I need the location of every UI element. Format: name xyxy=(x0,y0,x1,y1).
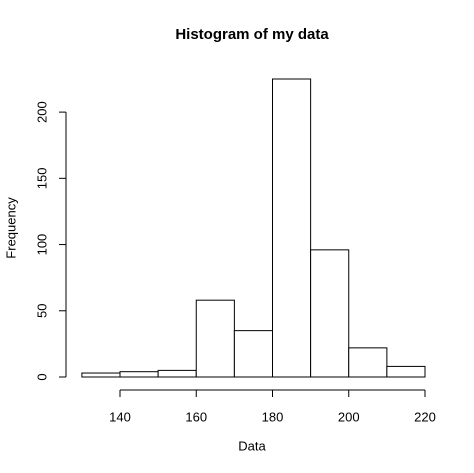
chart-title: Histogram of my data xyxy=(175,26,329,43)
y-tick-label: 150 xyxy=(34,167,49,189)
x-tick-label: 160 xyxy=(185,409,207,424)
bar xyxy=(310,249,350,378)
bar xyxy=(81,372,121,378)
bar xyxy=(119,371,159,378)
x-tick-label: 180 xyxy=(262,409,284,424)
y-tick-label: 100 xyxy=(34,234,49,256)
y-axis-label: Frequency xyxy=(3,197,18,259)
x-tick-label: 200 xyxy=(338,409,360,424)
x-tick-label: 220 xyxy=(414,409,436,424)
bar xyxy=(195,299,235,378)
x-tick-label: 140 xyxy=(109,409,131,424)
bar xyxy=(157,369,197,378)
y-tick-label: 200 xyxy=(34,101,49,123)
bar xyxy=(272,78,312,378)
y-tick-label: 0 xyxy=(34,373,49,380)
x-axis-label: Data xyxy=(238,438,266,453)
y-tick-label: 50 xyxy=(34,304,49,318)
bar xyxy=(386,365,426,378)
bar xyxy=(233,330,273,378)
bar xyxy=(348,347,388,378)
